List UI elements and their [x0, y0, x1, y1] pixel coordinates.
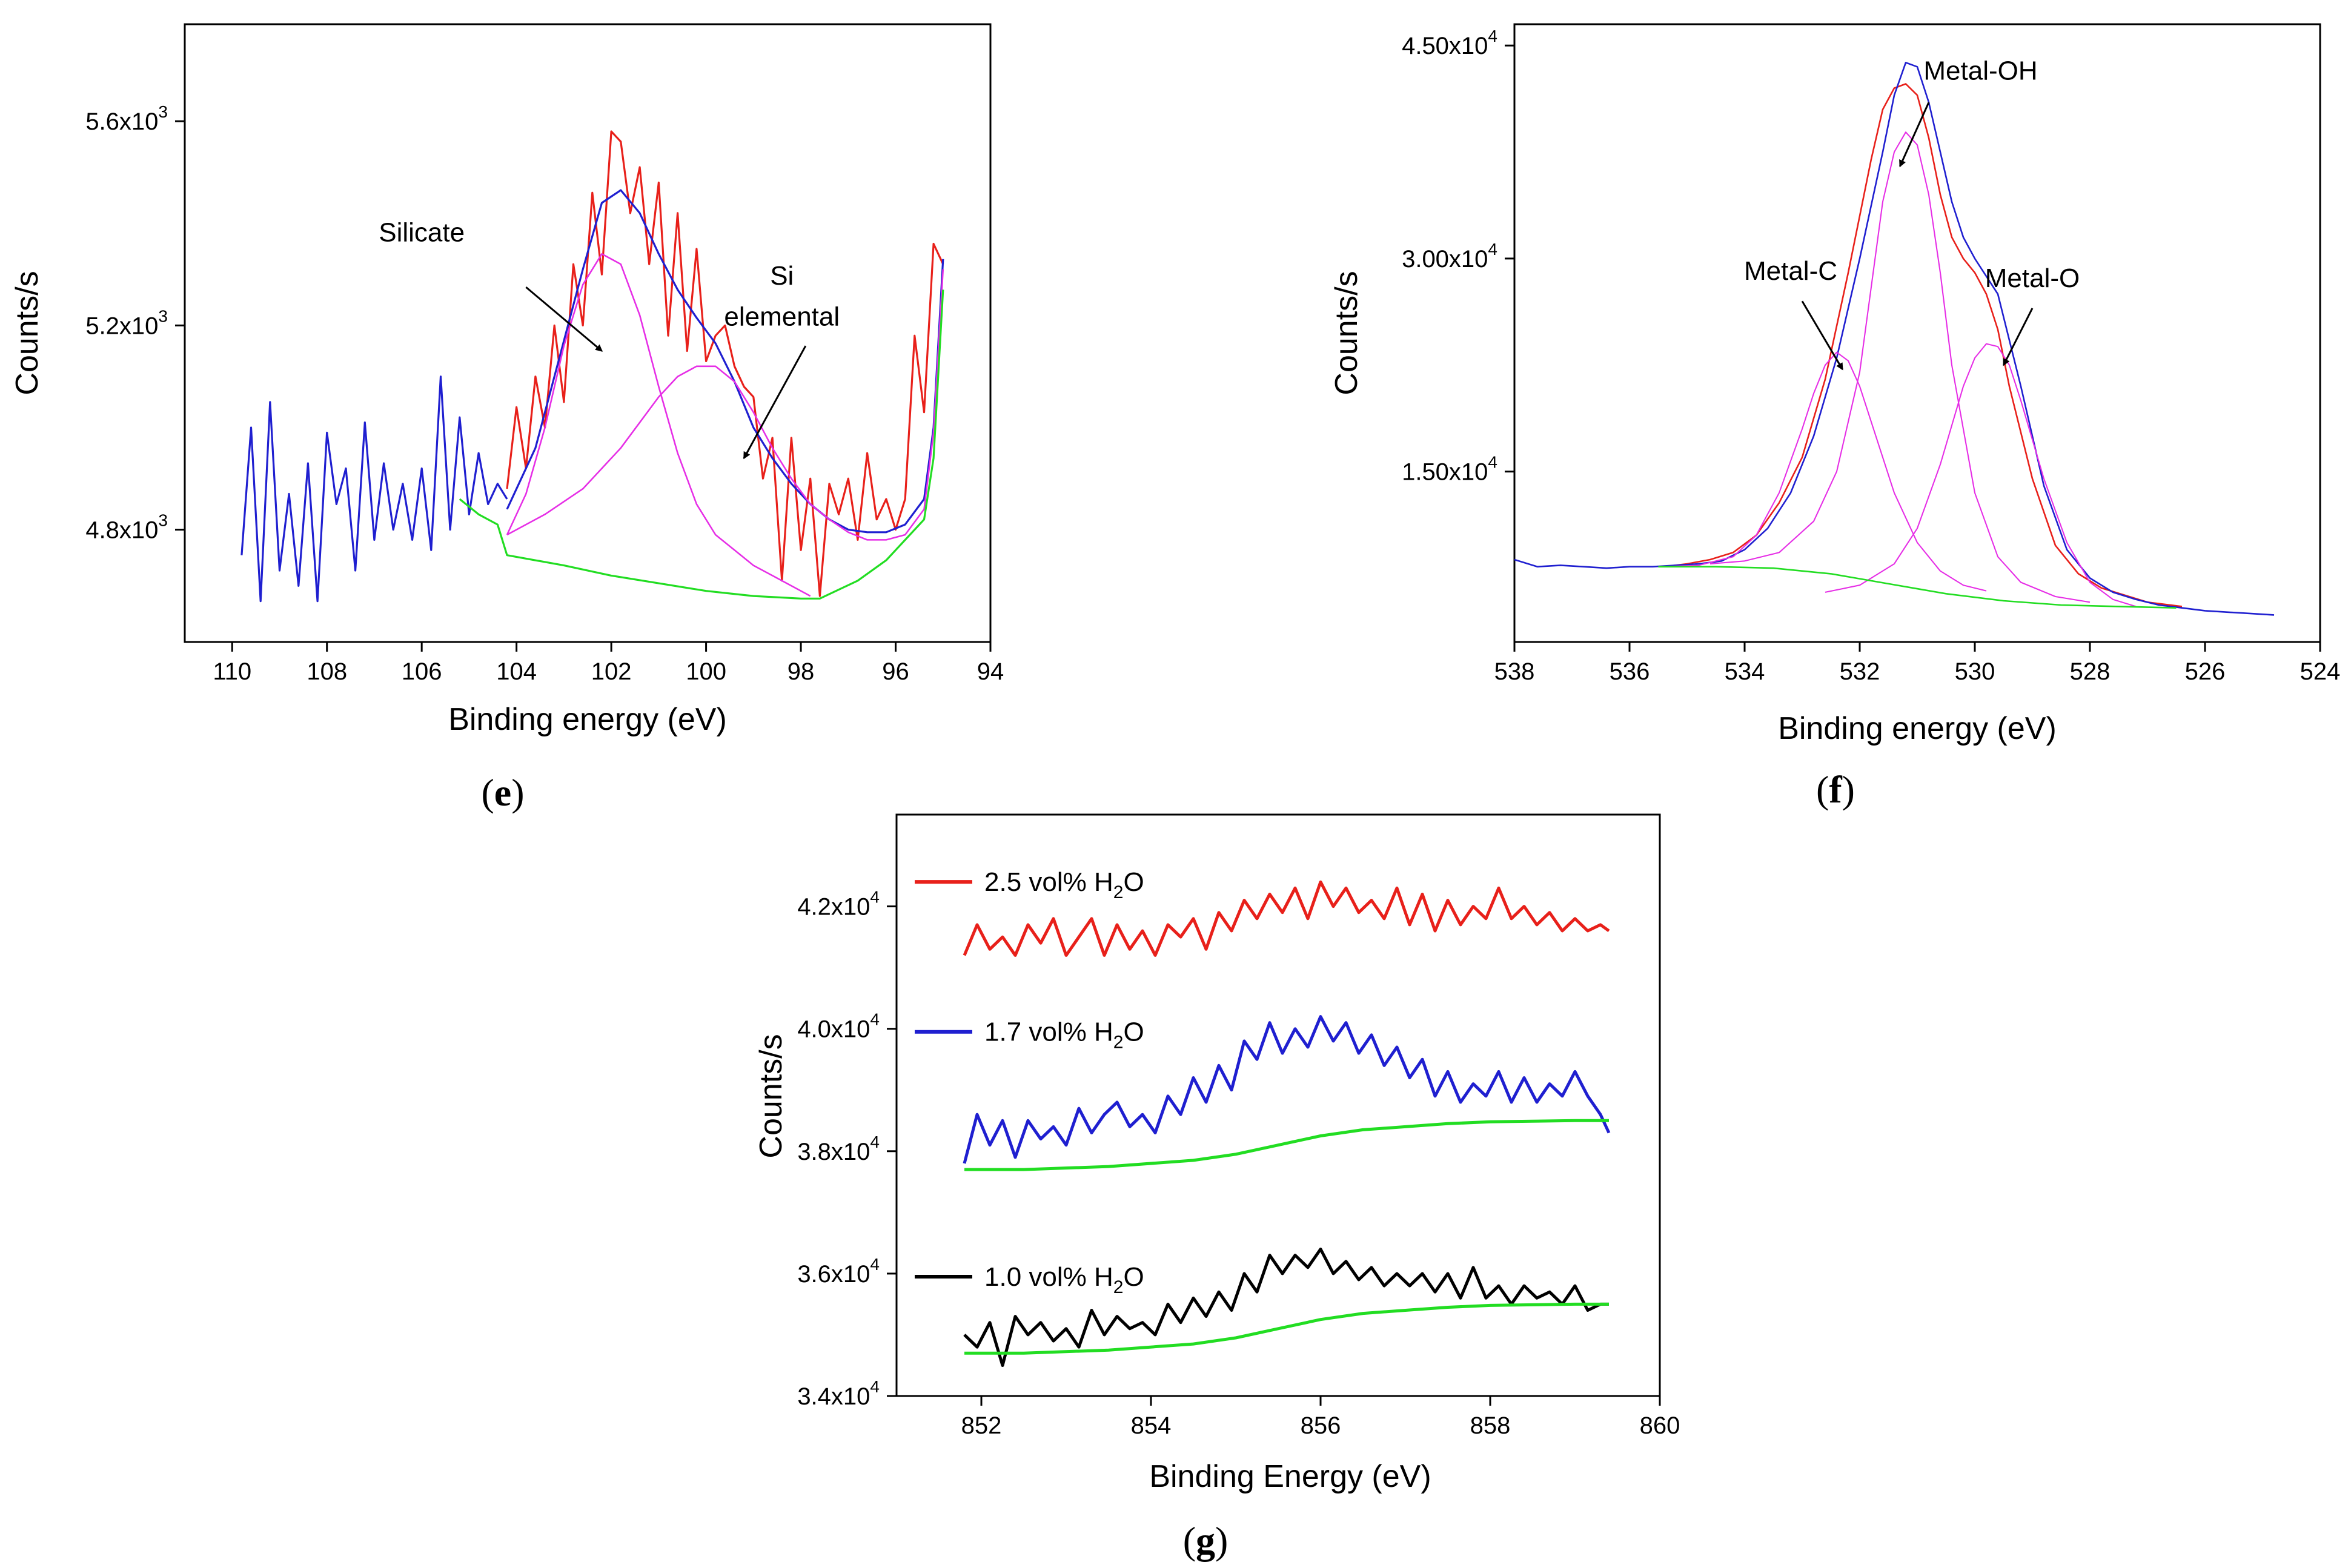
x-tick-label-e-3: 104 — [496, 658, 537, 685]
series-line-g-1-0-vol-h2o — [963, 1248, 1609, 1367]
panel-letter-f: f — [1829, 768, 1842, 811]
y-tick-label-f-0: 1.50x104 — [1402, 453, 1497, 486]
y-tick-label-g-3: 4.0x104 — [797, 1010, 880, 1043]
panel-letter-e: e — [494, 771, 511, 814]
x-axis-title-f: Binding energy (eV) — [1778, 711, 2057, 746]
series-line-e-raw-peak — [506, 130, 944, 597]
annotation-f-0: Metal-C — [1744, 256, 1837, 286]
x-axis-g: 852 854 856 858 860 — [961, 1396, 1680, 1439]
series-line-e-component-si-elemental — [506, 269, 944, 541]
series-line-f-component-metal-c — [1663, 351, 1987, 592]
x-tick-label-e-8: 94 — [977, 658, 1004, 685]
series-line-f-background — [1658, 566, 2177, 609]
annotation-arrow-f-2 — [2003, 308, 2034, 366]
series-line-e-envelope — [506, 189, 944, 534]
x-tick-label-g-4: 860 — [1640, 1412, 1680, 1439]
annotation-arrow-f-0 — [1801, 300, 1843, 371]
x-axis-f: 538 536 534 532 530 528 526 524 — [1494, 642, 2341, 685]
annotation-e-1: Si — [770, 261, 794, 291]
series-line-g-1-7-background — [964, 1119, 1609, 1171]
x-tick-label-e-6: 98 — [788, 658, 815, 685]
y-axis-title-g: Counts/s — [754, 1034, 789, 1158]
series-line-f-component-metal-oh — [1709, 131, 2091, 603]
series-line-g-1-0-background — [964, 1302, 1609, 1355]
y-axis-f: 1.50x104 3.00x104 4.50x104 — [1402, 27, 1514, 486]
x-tick-label-e-7: 96 — [882, 658, 909, 685]
annotations-e: Silicate Si elemental — [379, 217, 840, 460]
y-axis-title-f: Counts/s — [1329, 271, 1364, 395]
y-tick-label-g-0: 3.4x104 — [797, 1377, 880, 1410]
x-tick-label-g-2: 856 — [1301, 1412, 1341, 1439]
y-tick-label-g-2: 3.8x104 — [797, 1133, 880, 1165]
y-tick-label-e-1: 5.2x103 — [85, 306, 168, 339]
x-tick-label-f-4: 530 — [1955, 658, 1995, 685]
series-group-f — [1514, 62, 2275, 616]
y-tick-label-g-4: 4.2x104 — [797, 888, 880, 921]
y-tick-label-f-1: 3.00x104 — [1402, 240, 1497, 273]
series-line-e-background — [459, 289, 944, 600]
annotation-arrow-e-0 — [525, 286, 603, 352]
series-group-e — [240, 130, 944, 603]
legend-label-1: 1.7 vol% H2O — [984, 1017, 1144, 1053]
x-tick-label-g-1: 854 — [1131, 1412, 1172, 1439]
panel-letter-g: g — [1196, 1519, 1215, 1562]
x-tick-label-f-3: 532 — [1840, 658, 1880, 685]
x-tick-label-e-4: 102 — [591, 658, 632, 685]
x-tick-label-e-1: 108 — [307, 658, 347, 685]
x-tick-label-e-5: 100 — [686, 658, 726, 685]
y-tick-label-g-1: 3.6x104 — [797, 1255, 880, 1288]
series-line-e-component-silicate — [506, 253, 811, 597]
x-tick-label-e-0: 110 — [213, 658, 251, 685]
plot-frame-e — [184, 23, 992, 643]
annotations-f: Metal-C Metal-OH Metal-O — [1744, 56, 2080, 371]
x-axis-e: 110 108 106 104 102 100 98 96 94 — [213, 642, 1004, 685]
y-tick-label-e-0: 4.8x103 — [85, 511, 168, 544]
y-axis-title-e: Counts/s — [10, 271, 45, 395]
panel-f: 538 536 534 532 530 528 526 524 1.50x104 3.00x10… — [1329, 23, 2341, 811]
plot-frame-g — [895, 813, 1661, 1397]
legend-g: 2.5 vol% H2O 1.7 vol% H2O 1.0 vol% H2O — [915, 867, 1144, 1297]
annotation-f-2: Metal-O — [1985, 263, 2080, 293]
x-tick-label-f-5: 528 — [2070, 658, 2111, 685]
series-line-g-2-5-vol-h2o — [963, 880, 1610, 957]
series-line-f-component-metal-o — [1825, 343, 2137, 607]
annotation-e-0: Silicate — [379, 217, 465, 247]
panel-e: 110 108 106 104 102 100 98 96 94 4.8x103 5.2x103 5… — [10, 23, 1004, 814]
series-group-g — [963, 880, 1611, 1367]
y-tick-label-e-2: 5.6x103 — [85, 102, 168, 135]
x-tick-label-e-2: 106 — [402, 658, 442, 685]
x-tick-label-f-7: 524 — [2300, 658, 2341, 685]
annotation-arrow-e-2 — [743, 345, 807, 460]
x-tick-label-f-0: 538 — [1494, 658, 1535, 685]
legend-label-2: 1.0 vol% H2O — [984, 1262, 1144, 1297]
y-axis-e: 4.8x103 5.2x103 5.6x103 — [85, 102, 185, 544]
x-tick-label-g-0: 852 — [961, 1412, 1002, 1439]
y-tick-label-f-2: 4.50x104 — [1402, 27, 1497, 59]
panel-label-e: (e) — [481, 771, 524, 814]
x-tick-label-f-6: 526 — [2185, 658, 2226, 685]
series-line-g-1-7-vol-h2o — [963, 1015, 1611, 1164]
y-axis-g: 3.4x104 3.6x104 3.8x104 4.0x104 4.2x104 — [797, 888, 897, 1410]
x-axis-title-g: Binding Energy (eV) — [1149, 1459, 1431, 1494]
x-axis-title-e: Binding energy (eV) — [448, 702, 727, 737]
plot-frame-f — [1513, 23, 2321, 643]
panel-g: 852 854 856 858 860 3.4x104 3.6x104 3.8x104 4.0… — [754, 813, 1680, 1562]
annotation-e-2: elemental — [724, 302, 840, 331]
series-line-e-raw-low — [240, 375, 508, 603]
annotation-f-1: Metal-OH — [1923, 56, 2037, 85]
series-line-f-envelope — [1514, 62, 2275, 616]
x-tick-label-g-3: 858 — [1470, 1412, 1511, 1439]
panel-label-g: (g) — [1183, 1519, 1229, 1562]
annotation-arrow-f-1 — [1899, 102, 1930, 168]
legend-label-0: 2.5 vol% H2O — [984, 867, 1144, 902]
panel-label-f: (f) — [1816, 768, 1855, 811]
series-line-f-raw — [1663, 83, 2183, 607]
x-tick-label-f-1: 536 — [1610, 658, 1650, 685]
x-tick-label-f-2: 534 — [1725, 658, 1765, 685]
